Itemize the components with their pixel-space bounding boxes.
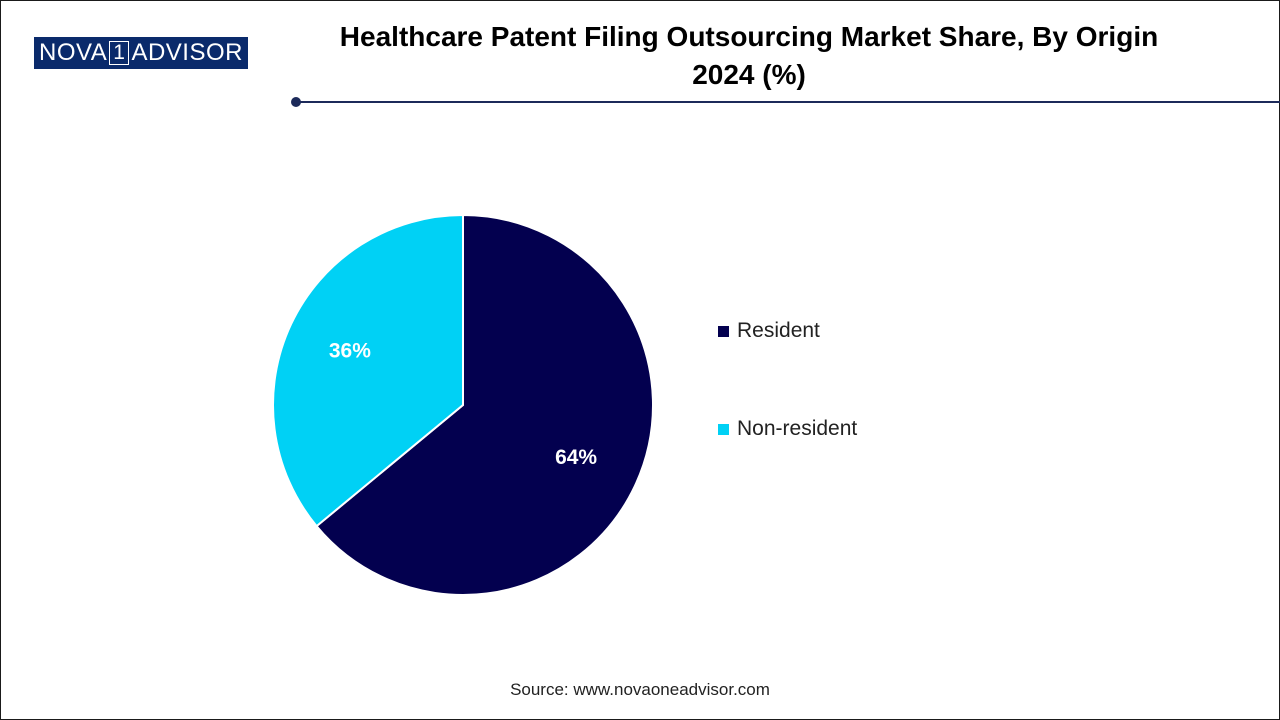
legend-item-resident: Resident bbox=[718, 318, 857, 344]
legend-label: Resident bbox=[737, 319, 820, 342]
title-rule bbox=[300, 101, 1280, 103]
legend-swatch bbox=[718, 325, 729, 337]
chart-legend: Resident Non-resident bbox=[718, 318, 857, 514]
legend-swatch bbox=[718, 423, 729, 435]
chart-title-line1: Healthcare Patent Filing Outsourcing Mar… bbox=[339, 21, 1159, 52]
legend-item-non-resident: Non-resident bbox=[718, 416, 857, 442]
pie-label-non-resident: 36% bbox=[329, 339, 371, 362]
legend-label: Non-resident bbox=[737, 417, 858, 440]
pie-slice-non-resident bbox=[272, 213, 464, 528]
title-rule-dot bbox=[291, 97, 301, 107]
chart-title-line2: 2024 (%) bbox=[692, 59, 806, 90]
brand-logo-one: 1 bbox=[109, 41, 130, 65]
pie-label-resident: 64% bbox=[555, 446, 597, 469]
brand-logo-advisor: ADVISOR bbox=[131, 39, 243, 66]
pie-slice-resident bbox=[315, 213, 654, 596]
brand-logo: NOVA 1 ADVISOR bbox=[34, 37, 248, 69]
source-note: Source: www.novaoneadvisor.com bbox=[510, 680, 770, 699]
chart-title: Healthcare Patent Filing Outsourcing Mar… bbox=[270, 18, 1228, 94]
brand-logo-nova: NOVA bbox=[39, 39, 108, 66]
